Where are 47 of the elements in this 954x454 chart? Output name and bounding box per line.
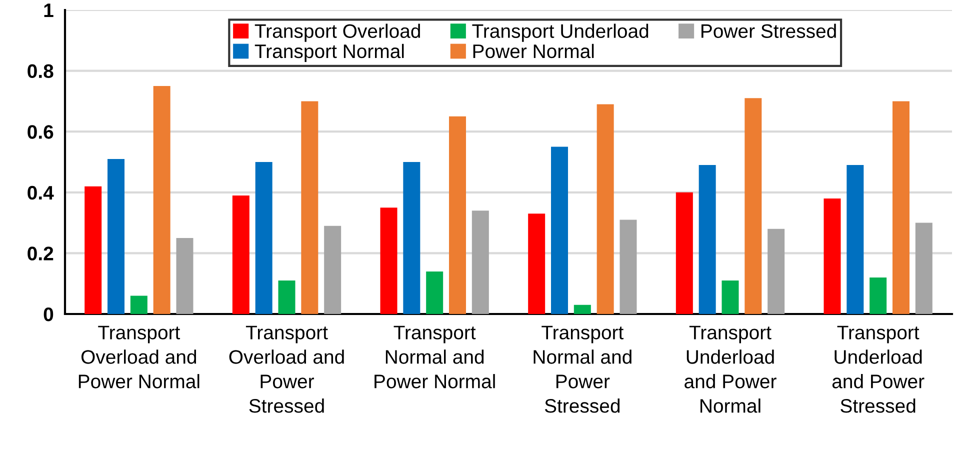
y-tick-label: 0.6 [28, 125, 54, 139]
bar [448, 116, 466, 314]
bar [426, 271, 444, 314]
y-tick-label: 0.4 [28, 186, 54, 200]
bar [698, 165, 716, 314]
bar [892, 101, 910, 314]
bar [255, 162, 272, 314]
bar [915, 222, 932, 314]
y-tick-label: 0 [44, 307, 54, 322]
bar [108, 158, 125, 314]
bar [824, 198, 841, 314]
x-tick-label: Transport Underload and Power Stressed [832, 326, 924, 413]
bar [472, 210, 489, 314]
bar [551, 146, 568, 314]
bar [870, 278, 887, 314]
bar [232, 195, 250, 314]
bar [380, 208, 398, 314]
x-tick-label: Transport Normal and Power Stressed [534, 326, 632, 413]
legend-label: Power Stressed [702, 24, 836, 38]
bar [130, 296, 148, 314]
x-tick-label: Transport Overload and Power Normal [78, 326, 200, 388]
bar [846, 165, 864, 314]
y-tick-label: 0.2 [28, 246, 54, 260]
bar [676, 192, 693, 314]
bar [722, 280, 739, 314]
legend-label: Power Normal [473, 44, 594, 58]
x-tick-label: Transport Overload and Power Stressed [229, 326, 344, 413]
bar [768, 228, 785, 314]
legend-label: Transport Underload [472, 24, 648, 42]
x-tick-label: Transport Underload and Power Normal [684, 326, 776, 413]
bar [176, 238, 194, 314]
bar [596, 104, 614, 314]
legend-label: Transport Normal [254, 44, 404, 62]
bar [278, 280, 296, 314]
bar [324, 226, 342, 314]
bar [744, 98, 762, 314]
bar [84, 186, 102, 314]
bar [528, 214, 546, 314]
y-tick-label: 0.8 [28, 64, 54, 78]
bar [574, 304, 591, 314]
bar [403, 162, 420, 314]
bar [153, 86, 170, 314]
bar [301, 101, 318, 314]
y-tick-label: 1 [44, 4, 54, 18]
legend-label: Transport Overload [254, 24, 420, 42]
bar [620, 220, 637, 314]
x-tick-label: Transport Normal and Power Normal [374, 326, 495, 388]
